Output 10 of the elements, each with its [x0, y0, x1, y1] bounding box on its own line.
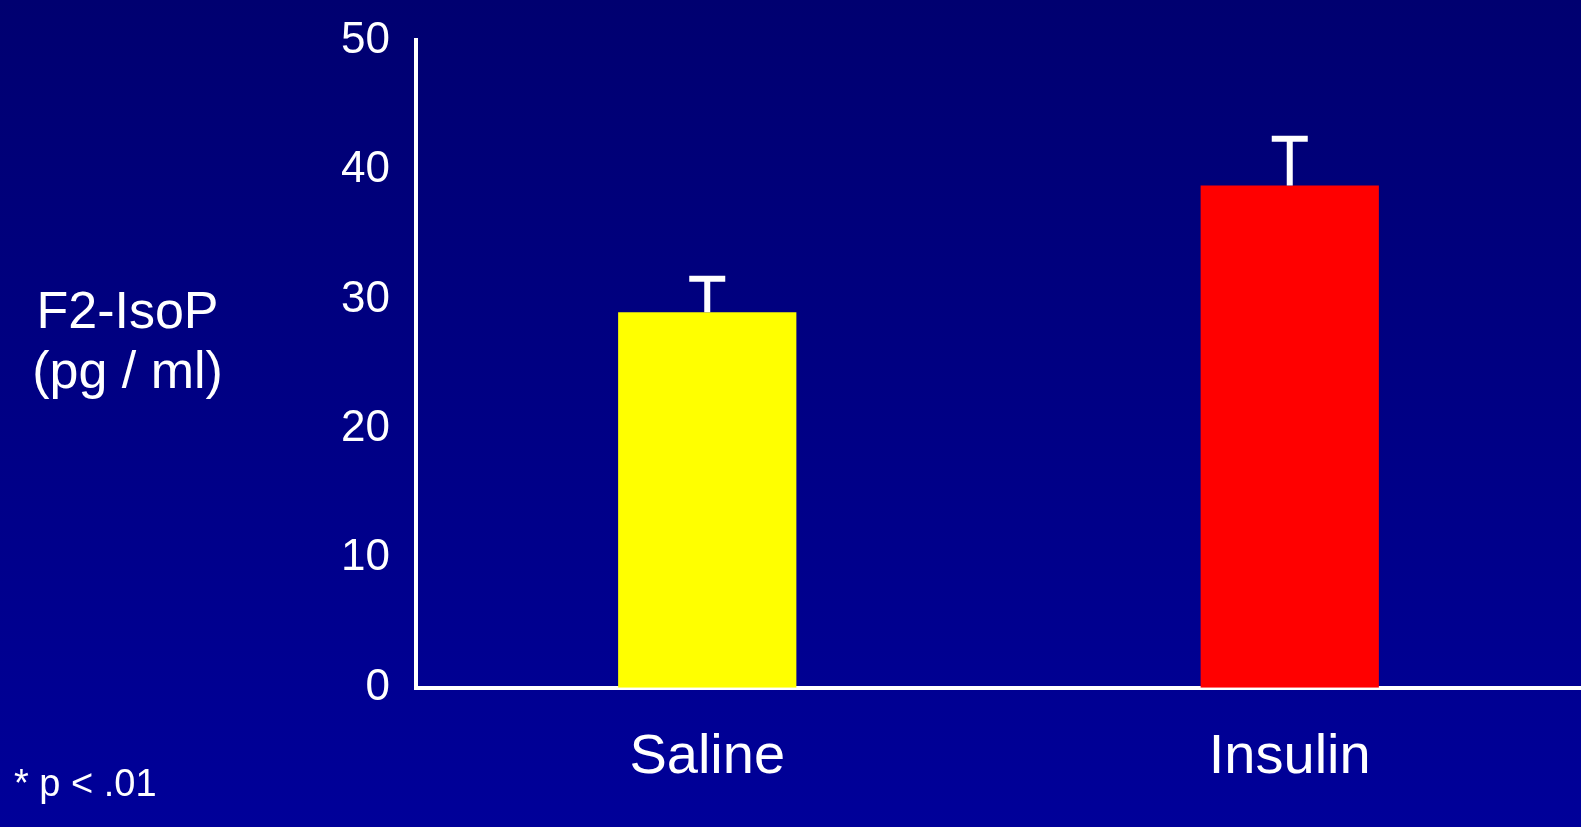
y-tick-label: 50 [341, 12, 390, 62]
y-tick-label: 0 [365, 659, 390, 709]
x-tick-label: Insulin [1208, 721, 1371, 785]
y-axis-title: F2-IsoP (pg / ml) [31, 280, 224, 400]
y-tick-label: 10 [341, 530, 390, 580]
y-tick-label: 20 [341, 400, 390, 450]
y-tick-label: 30 [341, 271, 390, 321]
x-tick-label: Saline [629, 721, 786, 785]
text: * p < .01 [14, 762, 157, 805]
y-tick-label: 40 [341, 142, 390, 192]
